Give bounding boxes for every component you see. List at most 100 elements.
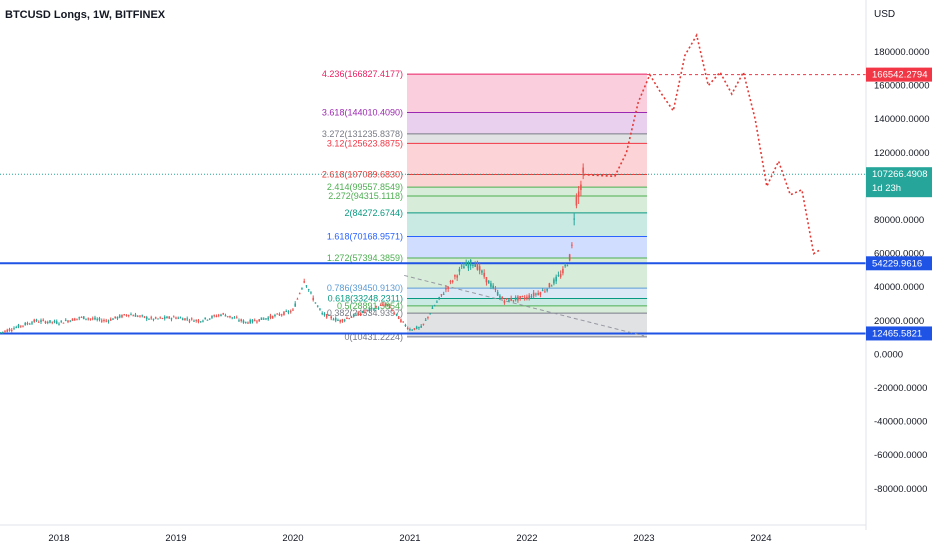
candle-body [108,320,110,321]
candle-body [418,327,420,328]
y-tick-label: -80000.0000 [874,484,927,495]
candle-body [13,328,15,329]
fib-band [407,143,647,174]
current-price-tag-text: 107266.4908 [872,169,927,180]
candle-body [425,320,427,321]
candle-body [481,271,483,273]
y-tick-label: -60000.0000 [874,450,927,461]
candle-body [177,318,179,319]
candle-body [375,306,377,307]
candle-body [384,304,386,306]
candle-body [24,323,26,325]
candle-body [459,269,461,271]
candle-body [103,320,105,321]
candle-body [477,264,479,270]
fib-label: 1.272(57394.3859) [327,253,403,263]
candle-body [148,319,150,320]
candle-body [155,317,157,318]
candle-body [150,317,152,318]
candle-body [87,318,89,319]
candle-body [222,313,224,314]
candle-body [432,307,434,308]
candle-body [261,317,263,319]
candle-body [479,266,481,270]
y-tick-label: 120000.0000 [874,148,929,159]
candle-body [355,314,357,315]
candle-body [378,308,380,309]
candle-body [351,317,353,318]
candle-body [101,320,103,321]
candle-body [209,318,211,319]
candle-body [540,292,542,294]
candle-body [51,322,53,323]
candle-body [47,322,49,323]
candle-body [310,292,312,293]
candle-body [283,312,285,315]
candle-body [483,273,485,277]
candle-body [166,317,168,318]
candle-body [256,321,258,322]
candle-body [247,323,249,324]
candle-body [533,293,535,297]
candle-body [344,320,346,321]
candle-body [452,281,454,282]
candle-body [528,295,530,298]
candle-body [549,283,551,287]
fib-label: 4.236(166827.4177) [322,69,403,79]
candle-body [328,315,330,316]
candle-body [258,319,260,321]
candle-body [18,325,20,328]
candle-body [9,329,11,331]
candle-body [128,315,130,316]
candle-body [164,317,166,319]
candle-body [191,318,193,319]
candle-body [321,313,323,314]
candle-body [279,314,281,315]
candle-body [189,321,191,322]
y-tick-label: 140000.0000 [874,114,929,125]
candle-body [184,318,186,320]
candle-body [112,319,114,320]
candle-body [288,311,290,312]
fib-band [407,187,647,196]
candle-body [234,318,236,319]
candle-body [333,319,335,320]
candle-body [85,319,87,320]
candle-body [486,277,488,282]
candle-body [162,318,164,319]
y-tick-label: 0.0000 [874,349,903,360]
candle-body [236,317,238,318]
candle-body [96,319,98,320]
candle-body [326,314,328,317]
candle-body [324,314,326,316]
candle-body [474,264,476,267]
symbol-title[interactable]: BTCUSD Longs, 1W, BITFINEX [5,9,165,21]
candle-body [492,286,494,289]
candle-body [450,281,452,282]
y-tick-label: 180000.0000 [874,47,929,58]
candle-body [562,269,564,273]
candle-body [27,323,29,324]
candle-body [409,329,411,330]
candle-body [436,302,438,303]
candle-body [346,318,348,319]
candle-body [207,320,209,321]
time-axis[interactable]: 2018 2019 2020 2021 2022 2023 2024 [0,525,866,544]
candle-body [348,318,350,319]
fib-band [407,306,647,313]
fib-label: 3.618(144010.4090) [322,107,403,117]
candle-body [319,309,321,310]
candle-body [463,266,465,268]
fib-band [407,112,647,133]
candle-body [204,318,206,319]
candle-body [281,314,283,315]
candle-body [110,319,112,321]
candle-body [252,320,254,322]
candle-body [339,320,341,322]
x-tick-label: 2021 [399,533,420,544]
candle-body [81,317,83,318]
x-tick-label: 2022 [516,533,537,544]
candle-body [22,326,24,327]
